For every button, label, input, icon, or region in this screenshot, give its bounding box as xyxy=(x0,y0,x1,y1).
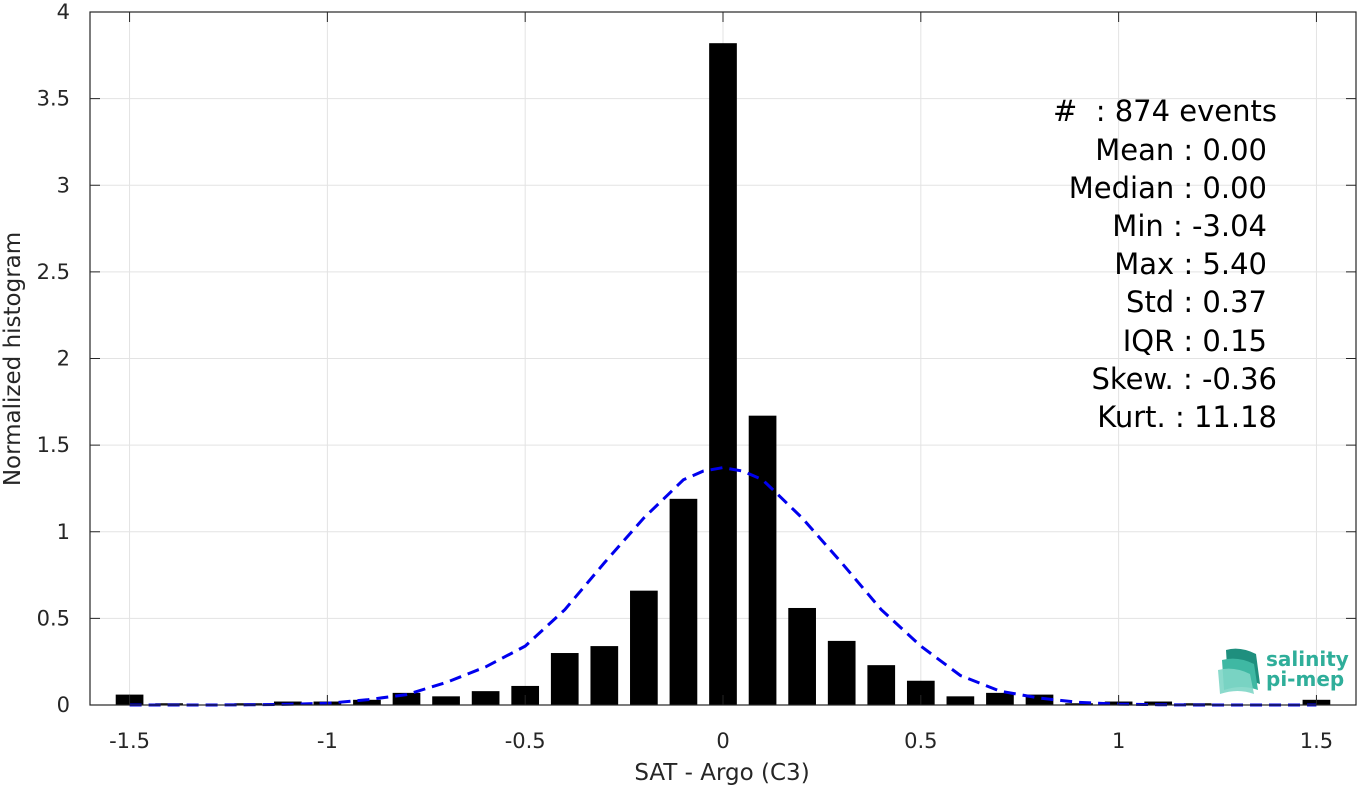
x-tick-label: 1 xyxy=(1112,729,1125,753)
histogram-bar xyxy=(827,640,856,705)
y-tick-label: 4 xyxy=(57,0,70,24)
logo-text-pimep: pi-mep xyxy=(1266,667,1344,691)
x-axis-label: SAT - Argo (C3) xyxy=(634,760,809,786)
y-tick-label: 1.5 xyxy=(37,433,70,457)
histogram-bar xyxy=(867,665,896,705)
stat-min: Min : -3.04 xyxy=(1112,209,1267,243)
stat-median: Median : 0.00 xyxy=(1069,171,1267,205)
histogram-bar xyxy=(669,498,698,705)
logo-text-salinity: salinity xyxy=(1266,647,1349,671)
y-tick-label: 0.5 xyxy=(37,606,70,630)
histogram-bar xyxy=(471,691,500,705)
axis-ticks xyxy=(90,11,1356,706)
x-tick-label: -1.5 xyxy=(109,729,150,753)
stat-mean: Mean : 0.00 xyxy=(1095,133,1267,167)
salinity-pimep-logo: salinity pi-mep xyxy=(1218,647,1349,694)
histogram-bar xyxy=(630,590,658,705)
y-tick-label: 3 xyxy=(57,173,70,197)
stat-kurt: Kurt. : 11.18 xyxy=(1097,400,1277,434)
histogram-bar xyxy=(590,646,619,705)
stat-std: Std : 0.37 xyxy=(1126,285,1267,319)
x-tick-label: 0 xyxy=(716,729,729,753)
histogram-bar xyxy=(432,696,460,705)
histogram-bar xyxy=(1025,694,1054,705)
histogram-bar xyxy=(1065,703,1093,705)
histogram-bar xyxy=(353,699,381,705)
x-tick-label: 0.5 xyxy=(904,729,937,753)
y-tick-label: 0 xyxy=(57,693,70,717)
x-tick-label: -0.5 xyxy=(505,729,546,753)
x-tick-label: -1 xyxy=(317,729,338,753)
y-tick-label: 1 xyxy=(57,520,70,544)
histogram-bar xyxy=(946,696,975,705)
y-tick-label: 3.5 xyxy=(37,87,70,111)
stat-count: # : 874 events xyxy=(1053,94,1277,128)
histogram-bar xyxy=(986,692,1014,705)
y-tick-labels: 0 0.5 1 1.5 2 2.5 3 3.5 4 xyxy=(37,0,70,717)
stat-max: Max : 5.40 xyxy=(1114,247,1267,281)
x-tick-labels: -1.5 -1 -0.5 0 0.5 1 1.5 xyxy=(109,729,1333,753)
histogram-bar xyxy=(709,43,737,706)
x-tick-label: 1.5 xyxy=(1300,729,1333,753)
histogram-bar xyxy=(550,653,579,705)
y-axis-label: Normalized histogram xyxy=(0,232,26,486)
wave-logo-icon xyxy=(1218,648,1260,694)
histogram-bar xyxy=(748,415,777,705)
stat-skew: Skew. : -0.36 xyxy=(1091,362,1277,396)
y-tick-label: 2.5 xyxy=(37,260,70,284)
histogram-bars xyxy=(115,43,1331,706)
y-tick-label: 2 xyxy=(57,347,70,371)
statistics-panel: # : 874 events Mean : 0.00 Median : 0.00… xyxy=(1053,94,1277,434)
histogram-bar xyxy=(788,607,816,705)
stat-iqr: IQR : 0.15 xyxy=(1123,324,1267,358)
gaussian-fit-line xyxy=(129,466,1317,707)
